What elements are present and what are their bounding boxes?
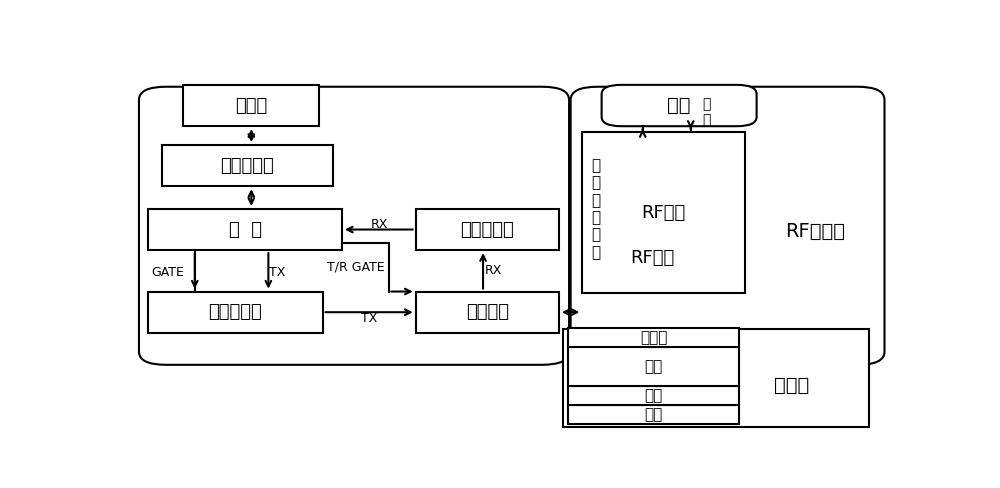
FancyBboxPatch shape [571,87,885,365]
Text: RF线圈: RF线圈 [642,203,686,222]
Text: 磁模块: 磁模块 [774,376,809,395]
Text: RX: RX [485,264,503,277]
Text: 谱  仪: 谱 仪 [229,221,262,239]
Text: 前置放大器: 前置放大器 [460,221,514,239]
Text: T/R GATE: T/R GATE [327,261,385,274]
Text: 功率放大器: 功率放大器 [209,303,262,321]
Bar [582,132,745,293]
Text: RX: RX [371,218,388,231]
Bar [416,291,559,333]
Text: 回
波: 回 波 [702,97,710,127]
Text: 屏蔽: 屏蔽 [644,388,663,403]
Bar [416,209,559,250]
Text: RF子系统: RF子系统 [785,222,845,241]
Text: 磁体: 磁体 [644,359,663,374]
Bar [568,328,739,347]
FancyBboxPatch shape [602,85,757,126]
Text: TX: TX [269,266,286,279]
Text: RF线圈: RF线圈 [630,249,674,267]
Text: 脉
冲
向
量
磁
场: 脉 冲 向 量 磁 场 [592,158,601,260]
Bar [568,386,739,405]
Text: 显示器: 显示器 [235,97,267,115]
Text: 磁声: 磁声 [644,407,663,422]
FancyBboxPatch shape [139,87,569,365]
Bar [183,85,319,126]
Text: GATE: GATE [151,266,184,279]
Bar [148,209,342,250]
Text: 人体: 人体 [667,96,691,115]
Bar [568,347,739,386]
Bar [148,291,323,333]
Bar [162,145,333,186]
Text: 磁屏蔽: 磁屏蔽 [640,330,667,345]
Bar [563,329,869,427]
Text: 收发切换: 收发切换 [466,303,509,321]
Text: TX: TX [361,312,377,325]
Bar [568,405,739,424]
Text: 数据处理器: 数据处理器 [221,157,274,175]
